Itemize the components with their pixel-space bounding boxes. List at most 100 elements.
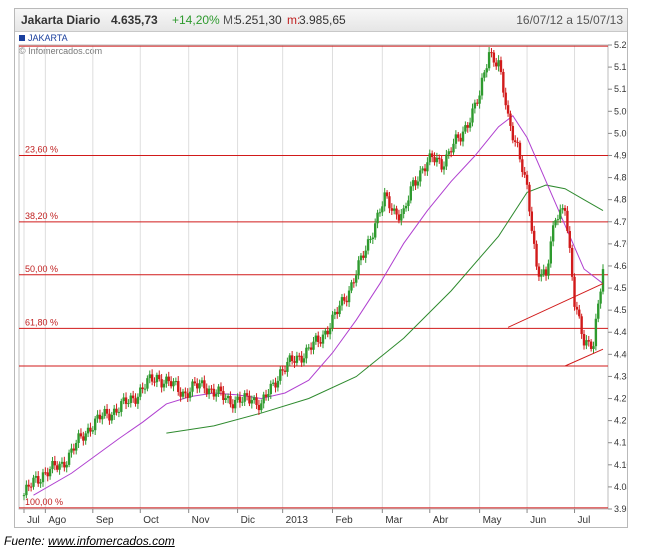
candle-body <box>288 355 291 362</box>
candle-body <box>319 342 322 344</box>
candle-body <box>480 77 484 96</box>
candle-body <box>281 369 284 371</box>
candle-body <box>340 297 344 306</box>
candle-body <box>447 151 450 155</box>
candle-body <box>328 328 332 335</box>
candle-body <box>236 396 239 400</box>
fib-level-label: 100,00 % <box>25 497 63 507</box>
y-tick-label: 4.467 <box>614 327 627 337</box>
candle-body <box>499 60 503 72</box>
candle-body <box>511 125 515 141</box>
candle-body <box>82 436 85 441</box>
candle-body <box>25 484 28 496</box>
candle-body <box>314 335 318 342</box>
candle-body <box>229 395 232 405</box>
source-link[interactable]: www.infomercados.com <box>48 534 175 548</box>
candle-body <box>504 92 507 106</box>
candle-body <box>89 427 92 432</box>
candle-body <box>570 247 574 277</box>
candle-body <box>397 214 401 221</box>
x-tick-label: Sep <box>96 515 114 526</box>
candle-body <box>580 316 583 335</box>
candle-body <box>540 274 543 277</box>
chart-frame: Jakarta Diario 4.635,73 +14,20% M: 5.251… <box>14 8 628 528</box>
candle-body <box>233 399 237 409</box>
y-tick-label: 4.406 <box>614 349 627 359</box>
candle-body <box>98 414 102 420</box>
candle-body <box>473 102 477 109</box>
candle-body <box>224 398 227 400</box>
candle-body <box>373 223 377 238</box>
candle-body <box>416 181 420 186</box>
y-tick-label: 4.527 <box>614 305 627 315</box>
x-tick-label: Jun <box>530 515 546 526</box>
candle-body <box>191 381 194 392</box>
candle-body <box>385 192 389 197</box>
candle-body <box>388 196 391 209</box>
candle-body <box>404 206 408 209</box>
candle-body <box>383 192 386 207</box>
candle-body <box>573 276 576 307</box>
candle-body <box>271 382 275 384</box>
candle-body <box>245 393 249 396</box>
x-tick-label: Jul <box>27 515 40 526</box>
candle-body <box>65 464 68 468</box>
candle-body <box>91 430 95 432</box>
candle-body <box>392 208 396 211</box>
x-tick-label: 2013 <box>286 515 309 526</box>
candle-body <box>184 391 187 394</box>
candle-body <box>53 461 57 466</box>
candle-body <box>77 433 80 443</box>
candle-body <box>146 378 149 389</box>
candle-body <box>84 433 87 441</box>
candle-body <box>502 71 505 93</box>
candle-body <box>357 260 360 276</box>
candle-body <box>559 209 562 220</box>
candle-body <box>312 341 315 350</box>
candle-body <box>407 200 410 207</box>
candle-body <box>298 355 301 357</box>
candle-body <box>75 442 78 451</box>
candle-body <box>243 393 246 402</box>
y-tick-label: 5.193 <box>614 62 627 72</box>
trend-line-low <box>564 348 604 367</box>
candle-body <box>568 231 571 248</box>
candle-body <box>200 380 204 384</box>
candle-body <box>333 311 337 315</box>
candle-body <box>286 361 289 372</box>
candle-body <box>537 266 541 277</box>
candle-body <box>419 170 422 182</box>
x-tick-label: Ago <box>48 515 66 526</box>
y-tick-label: 4.588 <box>614 283 627 293</box>
candle-body <box>599 291 602 304</box>
candle-body <box>127 403 130 405</box>
candle-body <box>148 374 151 379</box>
y-tick-label: 4.830 <box>614 195 627 205</box>
change-percent: +14,20% <box>172 13 220 27</box>
candle-body <box>177 381 180 392</box>
candle-body <box>120 401 123 412</box>
candle-body <box>162 383 166 388</box>
x-tick-label: Dic <box>241 515 255 526</box>
candle-body <box>390 208 394 211</box>
y-tick-label: 4.043 <box>614 482 627 492</box>
candle-body <box>601 269 605 292</box>
candle-body <box>352 282 356 284</box>
candle-body <box>442 166 446 170</box>
candle-body <box>563 208 567 211</box>
candle-body <box>514 140 517 142</box>
candle-body <box>150 374 154 382</box>
candle-body <box>376 212 379 224</box>
candle-body <box>48 469 52 477</box>
x-tick-label: Mar <box>385 515 403 526</box>
fib-level-label: 38,20 % <box>25 211 58 221</box>
candle-body <box>226 395 230 399</box>
candle-body <box>542 269 545 275</box>
y-tick-label: 4.225 <box>614 416 627 426</box>
candle-body <box>589 341 593 349</box>
candle-body <box>359 255 363 261</box>
source-caption: Fuente: www.infomercados.com <box>4 534 175 548</box>
candle-body <box>309 347 313 350</box>
candle-body <box>58 463 61 470</box>
candle-body <box>326 330 329 335</box>
